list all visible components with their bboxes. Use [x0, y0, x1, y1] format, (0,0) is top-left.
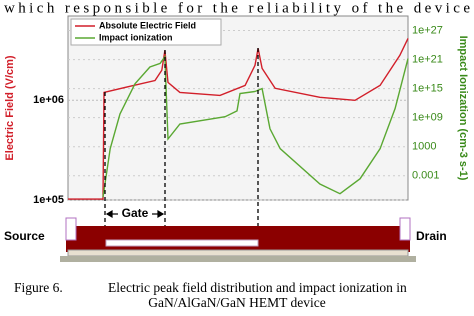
y2-tick-label: 1e+15 — [412, 83, 443, 95]
y2-tick-label: 1e+09 — [412, 112, 443, 124]
y-tick-label: 1e+05 — [33, 194, 64, 206]
y-tick-label: 1e+06 — [33, 94, 64, 106]
caption-number: Figure 6. — [14, 280, 63, 295]
gate-field-plate — [105, 239, 259, 247]
y2-axis-label: Impact Ionization (cm-3 s-1) — [457, 36, 469, 181]
series-group — [68, 38, 409, 200]
substrate — [67, 249, 409, 257]
source-contact — [65, 217, 77, 241]
legend: Absolute Electric Field Impact ionization — [70, 18, 222, 46]
legend-label: Absolute Electric Field — [99, 20, 196, 30]
drain-contact — [399, 217, 411, 241]
y-axis-label: Electric Field (V/cm) — [4, 55, 16, 160]
gate-label: Gate — [122, 206, 149, 220]
caption-line: GaN/AlGaN/GaN HEMT device — [148, 295, 325, 310]
y2-tick-label: 0.001 — [412, 170, 440, 182]
legend-label: Impact ionization — [99, 32, 173, 42]
y2-tick-label: 1e+27 — [412, 24, 443, 36]
base — [60, 256, 416, 262]
gate-markers — [104, 48, 259, 246]
y2-tick-label: 1000 — [412, 141, 436, 153]
legend-box — [70, 18, 222, 46]
device-layer — [66, 226, 410, 252]
gate-arrow — [105, 209, 165, 219]
arrow-head — [105, 209, 165, 219]
series-line — [102, 54, 409, 198]
y2-tick-label: 1e+21 — [412, 53, 443, 65]
caption-line: Electric peak field distribution and imp… — [108, 280, 407, 295]
source-label: Source — [4, 229, 45, 243]
device-cross-section — [60, 217, 416, 262]
drain-label: Drain — [416, 229, 447, 243]
body-text: which responsible for the reliability of… — [4, 0, 470, 16]
